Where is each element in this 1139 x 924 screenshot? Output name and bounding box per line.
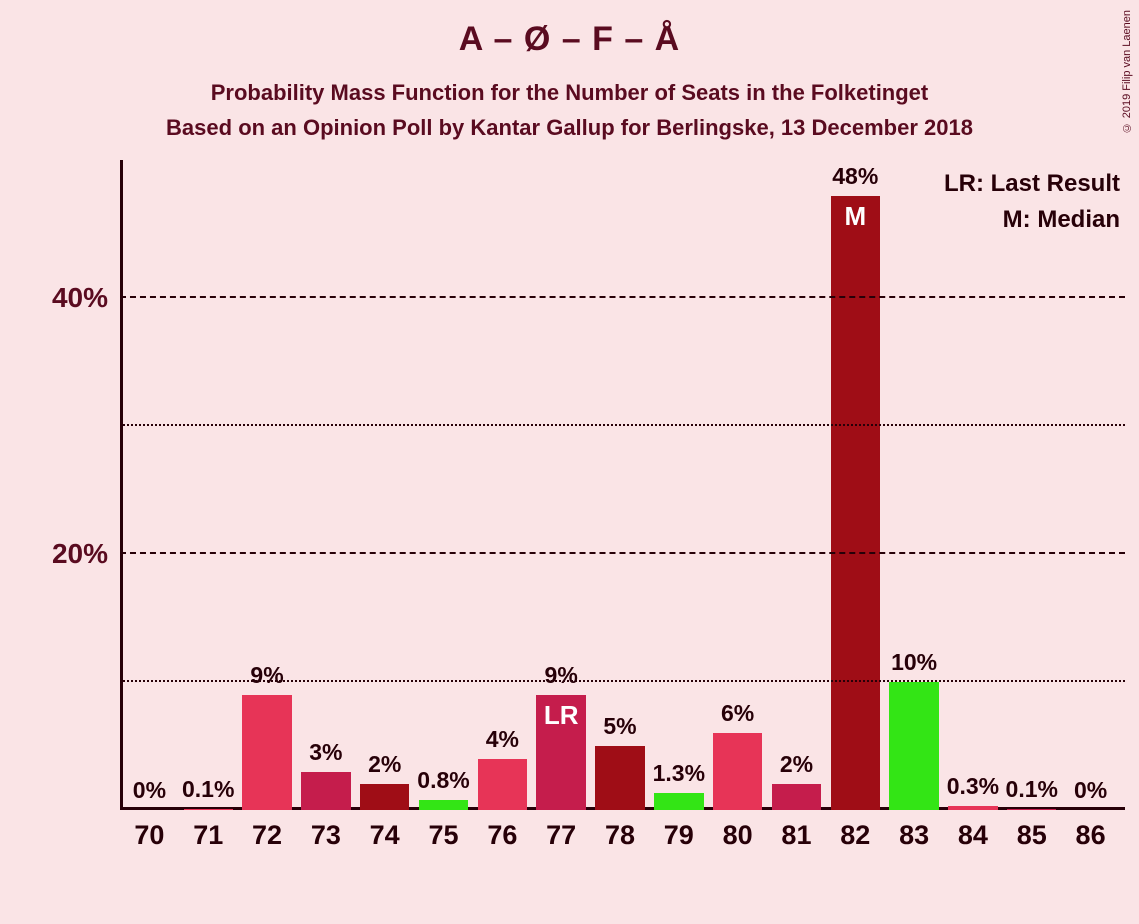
- x-tick-label: 79: [664, 820, 694, 851]
- bar-slot: 9%LR77: [532, 170, 591, 810]
- bar-value-label: 2%: [780, 751, 813, 778]
- bar-slot: 2%74: [355, 170, 414, 810]
- bar-value-label: 0%: [133, 777, 166, 804]
- plot-region: LR: Last Result M: Median 0%700.1%719%72…: [120, 170, 1120, 810]
- bar: [360, 784, 409, 810]
- bar: [419, 800, 468, 810]
- bar: [1007, 809, 1056, 810]
- chart-title: A – Ø – F – Å: [0, 0, 1139, 59]
- bar-value-label: 2%: [368, 751, 401, 778]
- gridline: [120, 424, 1125, 426]
- x-tick-label: 86: [1076, 820, 1106, 851]
- bar-value-label: 10%: [891, 649, 937, 676]
- bar: [595, 746, 644, 810]
- bar: [889, 682, 938, 810]
- x-tick-label: 83: [899, 820, 929, 851]
- x-tick-label: 82: [840, 820, 870, 851]
- bar-slot: 0.1%71: [179, 170, 238, 810]
- bar-slot: 9%72: [238, 170, 297, 810]
- x-tick-label: 72: [252, 820, 282, 851]
- x-tick-label: 77: [546, 820, 576, 851]
- bar: [713, 733, 762, 810]
- bar-value-label: 0.8%: [417, 767, 469, 794]
- bar: [301, 772, 350, 810]
- bar-slot: 5%78: [591, 170, 650, 810]
- x-tick-label: 80: [723, 820, 753, 851]
- bar-slot: 2%81: [767, 170, 826, 810]
- gridline: [120, 680, 1125, 682]
- bar-slot: 10%83: [885, 170, 944, 810]
- bar: [772, 784, 821, 810]
- bar-slot: 3%73: [296, 170, 355, 810]
- x-tick-label: 84: [958, 820, 988, 851]
- gridline: 40%: [120, 296, 1125, 298]
- y-tick-label: 40%: [52, 282, 108, 314]
- bar-value-label: 0.1%: [1006, 776, 1058, 803]
- chart-subtitle: Probability Mass Function for the Number…: [0, 75, 1139, 145]
- x-tick-label: 70: [134, 820, 164, 851]
- bar-value-label: 5%: [603, 713, 636, 740]
- bar-slot: 4%76: [473, 170, 532, 810]
- bar-value-label: 48%: [832, 163, 878, 190]
- chart-area: LR: Last Result M: Median 0%700.1%719%72…: [40, 160, 1120, 860]
- bar-value-label: 9%: [545, 662, 578, 689]
- bar: [184, 809, 233, 810]
- bar-slot: 1.3%79: [649, 170, 708, 810]
- x-tick-label: 78: [605, 820, 635, 851]
- x-tick-label: 75: [428, 820, 458, 851]
- x-tick-label: 73: [311, 820, 341, 851]
- bar-value-label: 1.3%: [653, 760, 705, 787]
- bar-slot: 0.1%85: [1002, 170, 1061, 810]
- subtitle-line: Probability Mass Function for the Number…: [0, 75, 1139, 110]
- bar-slot: 48%M82: [826, 170, 885, 810]
- y-tick-label: 20%: [52, 538, 108, 570]
- bar-slot: 0%86: [1061, 170, 1120, 810]
- bar-value-label: 6%: [721, 700, 754, 727]
- bar-value-label: 0.1%: [182, 776, 234, 803]
- x-tick-label: 74: [370, 820, 400, 851]
- bar-value-label: 4%: [486, 726, 519, 753]
- bar: [948, 806, 997, 810]
- bar: [831, 196, 880, 810]
- subtitle-line: Based on an Opinion Poll by Kantar Gallu…: [0, 110, 1139, 145]
- bar-value-label: 9%: [250, 662, 283, 689]
- x-tick-label: 71: [193, 820, 223, 851]
- bar: [654, 793, 703, 810]
- credit-text: © 2019 Filip van Laenen: [1121, 10, 1133, 133]
- bar-slot: 0.3%84: [944, 170, 1003, 810]
- x-tick-label: 81: [781, 820, 811, 851]
- bar-slot: 0%70: [120, 170, 179, 810]
- bar-value-label: 3%: [309, 739, 342, 766]
- bar-slot: 0.8%75: [414, 170, 473, 810]
- x-tick-label: 85: [1017, 820, 1047, 851]
- x-tick-label: 76: [487, 820, 517, 851]
- bar: [478, 759, 527, 810]
- bar-mark-label: LR: [544, 700, 579, 731]
- bar-mark-label: M: [844, 201, 866, 232]
- bar-slot: 6%80: [708, 170, 767, 810]
- gridline: 20%: [120, 552, 1125, 554]
- bars-container: 0%700.1%719%723%732%740.8%754%769%LR775%…: [120, 170, 1120, 810]
- bar: [242, 695, 291, 810]
- bar-value-label: 0.3%: [947, 773, 999, 800]
- bar-value-label: 0%: [1074, 777, 1107, 804]
